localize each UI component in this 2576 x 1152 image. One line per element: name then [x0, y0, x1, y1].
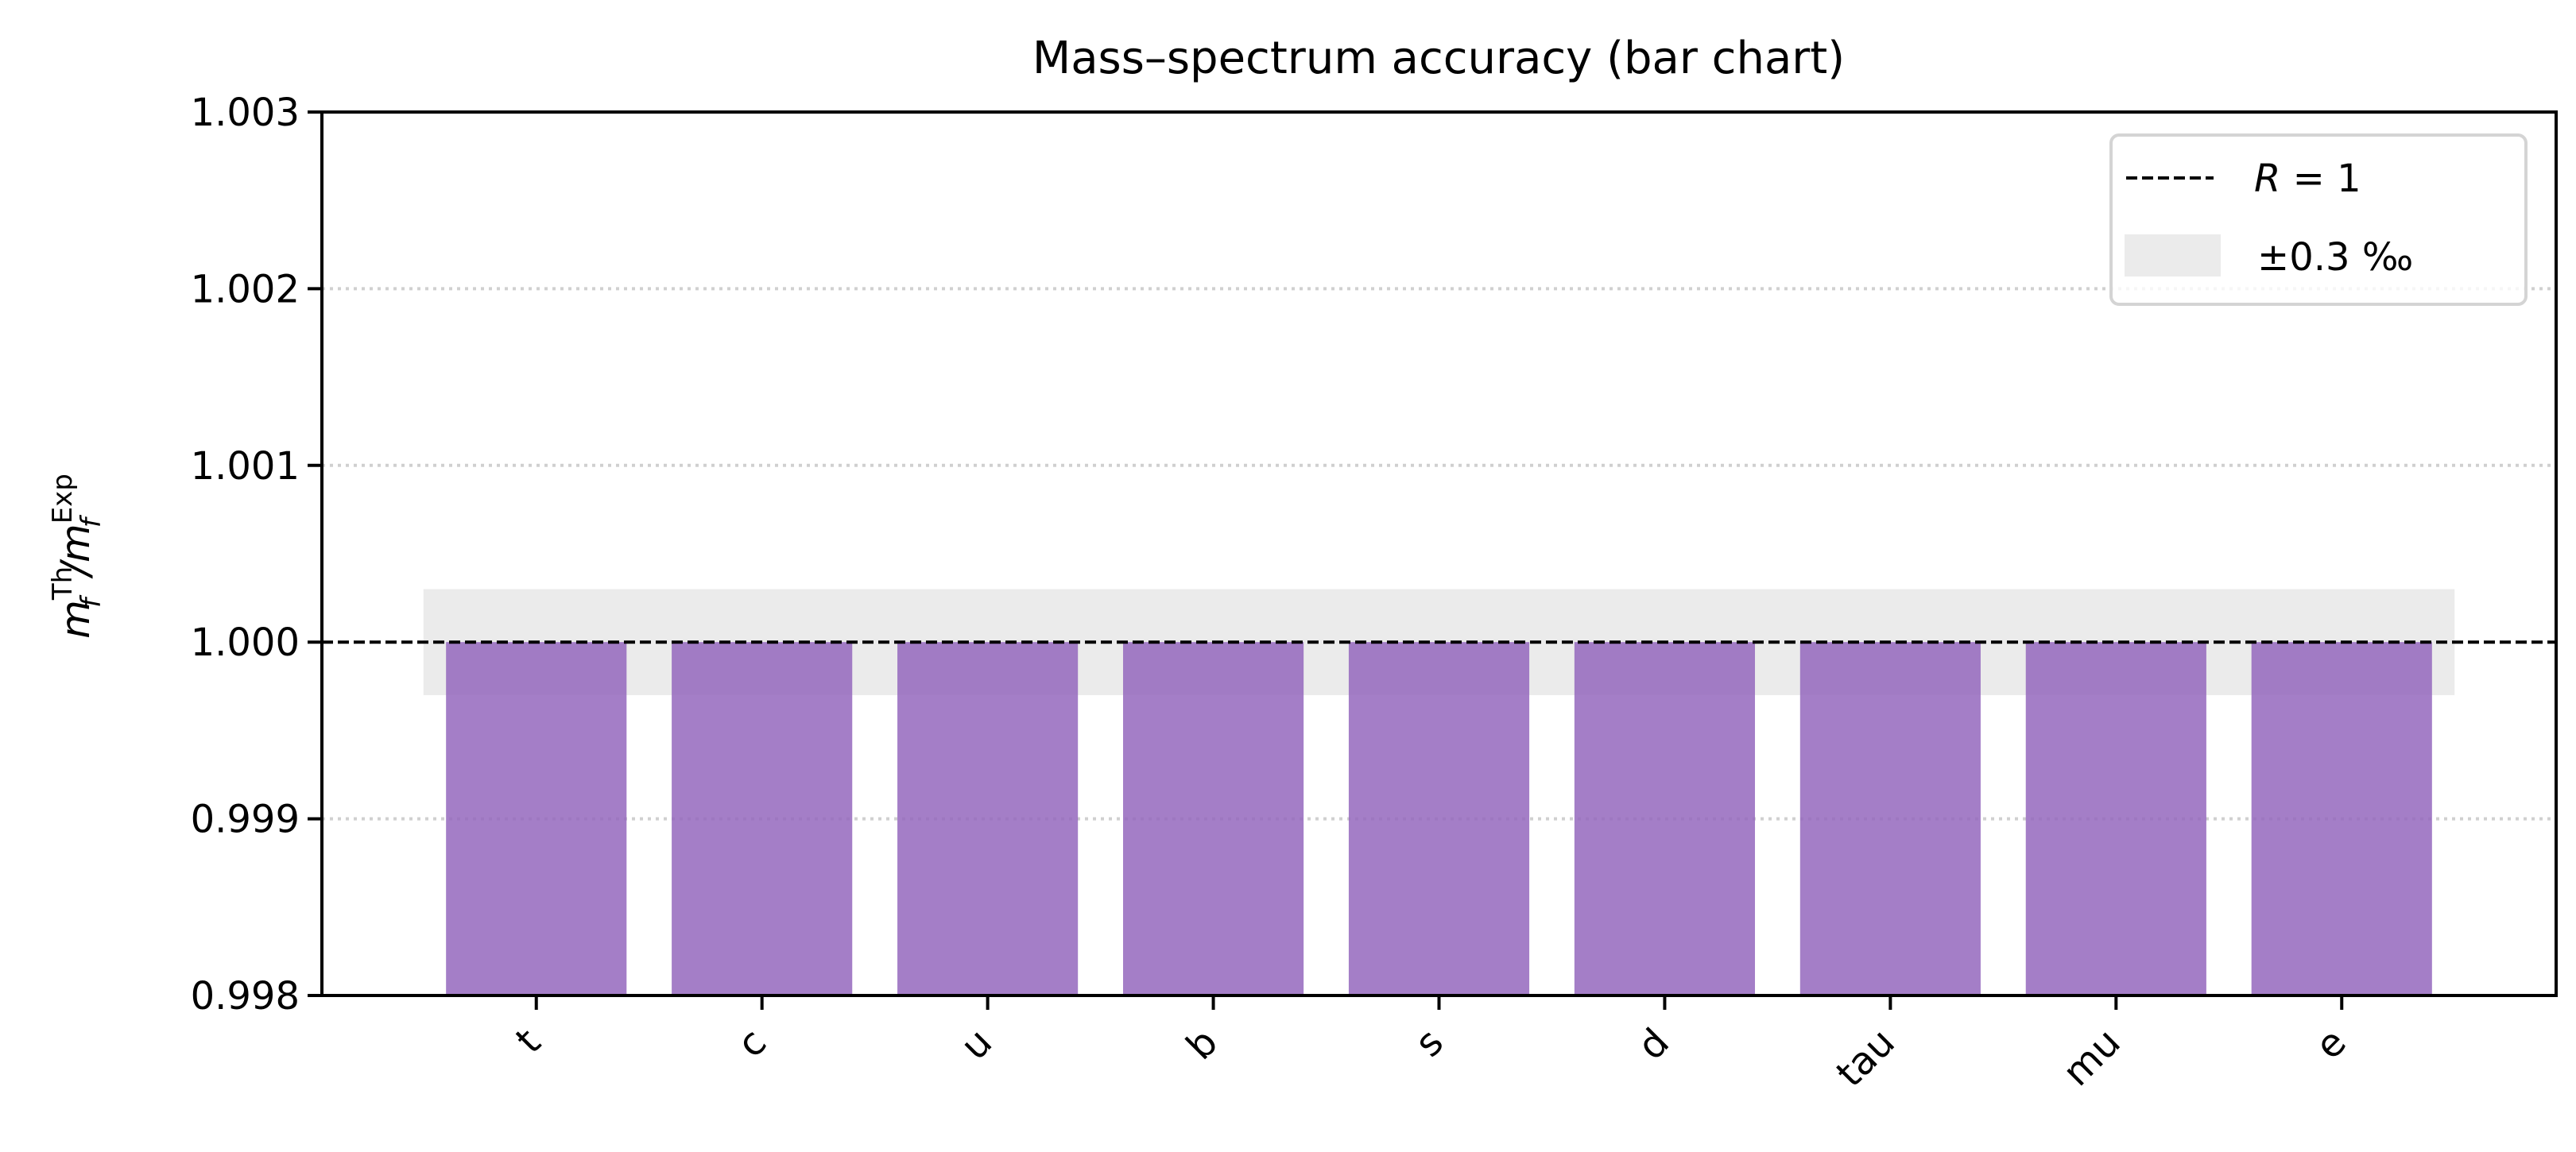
y-tick-label: 1.002 — [191, 267, 300, 311]
bar-tau — [1799, 642, 1981, 995]
legend-label-band: ±0.3 ‰ — [2257, 235, 2413, 280]
y-tick-label: 1.001 — [191, 444, 300, 489]
y-tick-label: 1.000 — [191, 620, 300, 665]
chart-title: Mass–spectrum accuracy (bar chart) — [1032, 33, 1845, 84]
y-axis-label: mThf/mExpf — [47, 474, 107, 639]
bar-mu — [2025, 642, 2206, 995]
bars — [446, 642, 2432, 995]
y-tick-label: 1.003 — [191, 91, 300, 135]
y-tick-label: 0.999 — [191, 798, 300, 842]
x-tick-label-t: t — [507, 1020, 549, 1062]
bar-e — [2251, 642, 2432, 995]
x-tick-label-s: s — [1407, 1020, 1452, 1065]
x-tick-label-e: e — [2307, 1020, 2354, 1068]
ylabel-sup-1: Th — [47, 566, 79, 601]
legend: R = 1 ±0.3 ‰ — [2109, 133, 2528, 306]
ylabel-sub-1: f — [76, 594, 107, 608]
ylabel-sup-2: Exp — [47, 474, 79, 524]
y-axis-ticks: 0.998 0.999 1.000 1.001 1.002 1.003 — [191, 91, 322, 1019]
bar-d — [1574, 642, 1756, 995]
x-tick-label-d: d — [1629, 1020, 1678, 1069]
ylabel-base-2: m — [52, 524, 99, 562]
x-tick-label-c: c — [729, 1020, 775, 1066]
ylabel-base-1: m — [52, 600, 99, 639]
x-tick-label-mu: mu — [2055, 1020, 2129, 1095]
bar-b — [1122, 642, 1304, 995]
legend-label-reference: R = 1 — [2254, 157, 2361, 201]
x-tick-label-b: b — [1178, 1020, 1226, 1069]
ylabel-sub-2: f — [76, 514, 107, 528]
y-tick-label: 0.998 — [191, 974, 300, 1019]
x-axis-ticks: t c u b s d tau mu e — [507, 995, 2355, 1096]
x-tick-label-tau: tau — [1828, 1020, 1904, 1096]
bar-c — [672, 642, 853, 995]
svg-text:mThf/mExpf: mThf/mExpf — [47, 474, 107, 639]
bar-s — [1348, 642, 1530, 995]
x-tick-label-u: u — [952, 1020, 1001, 1069]
bar-t — [446, 642, 627, 995]
bar-u — [897, 642, 1079, 995]
legend-band-swatch — [2125, 234, 2221, 276]
